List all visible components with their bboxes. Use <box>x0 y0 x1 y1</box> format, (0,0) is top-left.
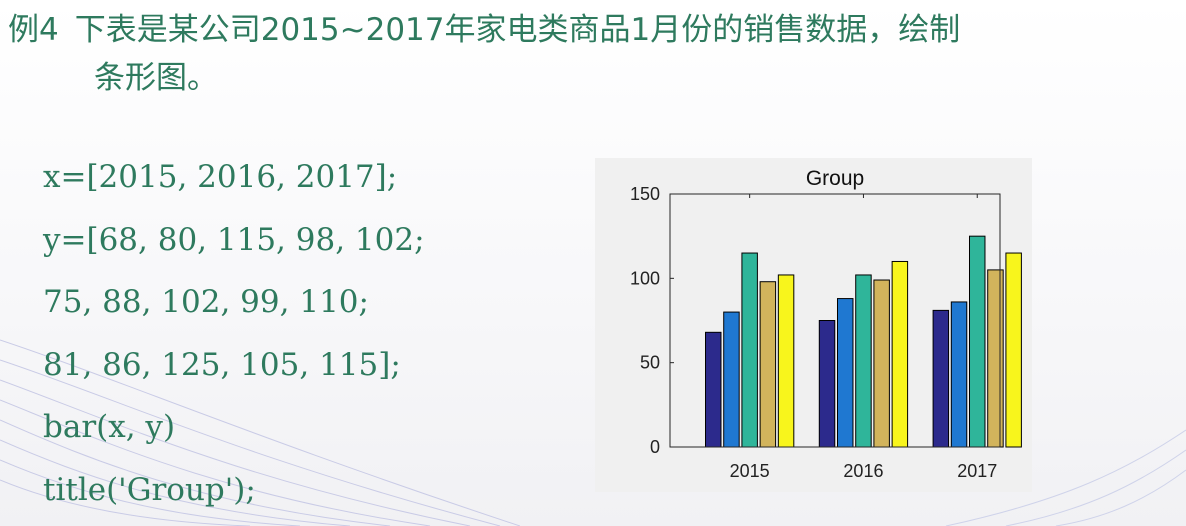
bar-2015-series-3 <box>742 253 757 447</box>
y-tick-label: 50 <box>640 353 660 373</box>
bar-2015-series-4 <box>760 282 775 447</box>
bar-chart-figure: Group 0 50 100 150 2015 2016 2017 <box>595 158 1032 492</box>
bar-2017-series-1 <box>933 310 948 447</box>
example-number: 例4 <box>8 12 59 48</box>
bar-2016-series-1 <box>819 321 834 448</box>
bar-2016-series-2 <box>838 299 853 447</box>
slide-heading: 例4 下表是某公司2015~2017年家电类商品1月份的销售数据，绘制 条形图。 <box>8 6 1178 102</box>
x-tick-label: 2015 <box>730 461 770 481</box>
bar-2016-series-4 <box>874 280 889 447</box>
bar-2016-series-5 <box>892 261 907 447</box>
heading-line-1: 下表是某公司2015~2017年家电类商品1月份的销售数据，绘制 <box>75 12 960 48</box>
chart-title: Group <box>806 167 864 190</box>
code-line: bar(x, y) <box>43 400 425 463</box>
bar-chart: Group 0 50 100 150 2015 2016 2017 <box>595 158 1032 492</box>
bar-2015-series-1 <box>706 332 721 447</box>
y-tick-label: 150 <box>630 184 660 204</box>
bar-2017-series-3 <box>970 236 985 447</box>
code-line: x=[2015, 2016, 2017]; <box>43 150 425 213</box>
bar-2017-series-2 <box>951 302 966 447</box>
code-line: y=[68, 80, 115, 98, 102; <box>43 213 425 276</box>
bar-2016-series-3 <box>856 275 871 447</box>
code-block: x=[2015, 2016, 2017]; y=[68, 80, 115, 98… <box>43 150 425 525</box>
y-tick-label: 0 <box>650 437 660 457</box>
bar-2015-series-2 <box>724 312 739 447</box>
code-line: title('Group'); <box>43 463 425 526</box>
bar-2015-series-5 <box>778 275 793 447</box>
bar-2017-series-5 <box>1006 253 1021 447</box>
bar-2017-series-4 <box>988 270 1003 447</box>
x-tick-label: 2016 <box>843 461 883 481</box>
heading-line-2: 条形图。 <box>8 54 1178 102</box>
code-line: 81, 86, 125, 105, 115]; <box>43 338 425 401</box>
code-line: 75, 88, 102, 99, 110; <box>43 275 425 338</box>
y-tick-label: 100 <box>630 268 660 288</box>
x-tick-label: 2017 <box>957 461 997 481</box>
